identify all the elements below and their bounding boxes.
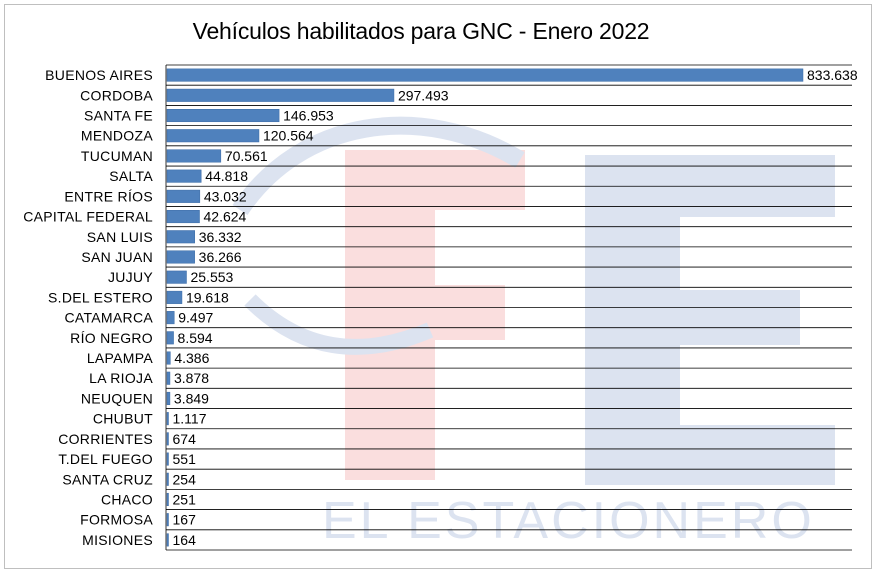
bar [166, 472, 169, 486]
value-label: 36.266 [199, 249, 242, 265]
bar [166, 68, 804, 82]
category-label: SAN LUIS [87, 229, 153, 245]
bar [166, 391, 171, 405]
category-label: T.DEL FUEGO [58, 451, 153, 467]
category-label: SALTA [109, 168, 153, 184]
value-label: 9.497 [178, 310, 213, 326]
category-label: RÍO NEGRO [70, 330, 153, 346]
category-label: MISIONES [82, 532, 153, 548]
category-label: CHACO [101, 491, 153, 507]
category-label: TUCUMAN [81, 148, 153, 164]
bar [166, 129, 260, 143]
category-label: CAPITAL FEDERAL [23, 209, 153, 225]
category-label: CATAMARCA [64, 310, 153, 326]
bar [166, 169, 202, 183]
value-label: 25.553 [190, 269, 233, 285]
value-label: 3.878 [174, 370, 209, 386]
value-label: 251 [173, 491, 197, 507]
value-label: 36.332 [199, 229, 242, 245]
category-label: CHUBUT [93, 411, 153, 427]
category-label: SANTA CRUZ [62, 471, 153, 487]
value-label: 146.953 [283, 108, 334, 124]
value-label: 120.564 [263, 128, 314, 144]
bar [166, 311, 175, 325]
category-label: LA RIOJA [89, 370, 153, 386]
value-label: 44.818 [205, 168, 248, 184]
bar [166, 189, 201, 203]
value-label: 254 [173, 471, 197, 487]
value-label: 164 [173, 532, 197, 548]
bar [166, 533, 169, 547]
category-label: LAPAMPA [87, 350, 154, 366]
bar [166, 452, 169, 466]
value-label: 8.594 [178, 330, 213, 346]
chart-title: Vehículos habilitados para GNC - Enero 2… [192, 18, 650, 44]
bar [166, 371, 171, 385]
bar [166, 250, 195, 264]
value-label: 42.624 [204, 209, 247, 225]
value-label: 19.618 [186, 289, 229, 305]
category-label: S.DEL ESTERO [48, 289, 153, 305]
value-label: 1.117 [173, 411, 207, 427]
category-label: CORRIENTES [58, 431, 153, 447]
bar [166, 230, 195, 244]
value-label: 43.032 [204, 188, 247, 204]
category-label: ENTRE RÍOS [64, 188, 153, 204]
bar [166, 149, 222, 163]
chart-frame [4, 4, 872, 569]
value-label: 70.561 [225, 148, 268, 164]
bar [166, 492, 169, 506]
value-label: 167 [173, 512, 197, 528]
value-label: 3.849 [174, 390, 209, 406]
bar [166, 513, 169, 527]
value-label: 551 [173, 451, 197, 467]
bar [166, 88, 395, 102]
bar [166, 432, 169, 446]
bar [166, 331, 174, 345]
category-label: SAN JUAN [81, 249, 153, 265]
bar [166, 109, 280, 123]
bar [166, 351, 171, 365]
value-label: 674 [173, 431, 197, 447]
bar [166, 270, 187, 284]
category-label: SANTA FE [84, 108, 153, 124]
value-label: 833.638 [807, 67, 858, 83]
category-label: CORDOBA [80, 87, 153, 103]
category-label: MENDOZA [81, 128, 153, 144]
bar [166, 210, 200, 224]
category-label: JUJUY [108, 269, 153, 285]
bar [166, 412, 169, 426]
value-label: 4.386 [174, 350, 209, 366]
category-label: FORMOSA [80, 512, 153, 528]
watermark-text: EL ESTACIONERO [322, 492, 815, 550]
value-label: 297.493 [398, 87, 449, 103]
category-label: NEUQUEN [81, 390, 153, 406]
category-label: BUENOS AIRES [45, 67, 153, 83]
bar [166, 290, 183, 304]
